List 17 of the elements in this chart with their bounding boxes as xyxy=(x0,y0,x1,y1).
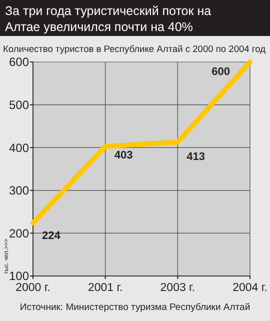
x-tick-label: 2004 г. xyxy=(232,282,268,294)
data-label: 600 xyxy=(212,66,230,78)
text: Источник: Министерство туризма Республики Алтай xyxy=(20,302,250,313)
y-tick-label: 100 xyxy=(8,269,30,284)
data-label: 403 xyxy=(114,149,133,162)
x-tick-label: 2000 г. xyxy=(16,282,50,294)
y-tick-label: 400 xyxy=(8,140,30,155)
x-tick-label: 2001 г. xyxy=(88,282,123,294)
data-label: 413 xyxy=(186,151,206,164)
y-tick-label: 600 xyxy=(8,55,30,70)
y-tick-label: 200 xyxy=(8,226,30,240)
y-tick-label: 500 xyxy=(8,98,30,112)
data-label: 224 xyxy=(42,230,62,242)
x-tick-label: 2003 г. xyxy=(160,282,196,294)
y-tick-label: 300 xyxy=(8,184,30,198)
chart-subtitle: Количество туристов в Республике Алтай с 2000 по 2004 год xyxy=(3,44,266,54)
chart-title: За три года туристический поток на Алтае увеличился почти на 40% xyxy=(5,4,212,34)
